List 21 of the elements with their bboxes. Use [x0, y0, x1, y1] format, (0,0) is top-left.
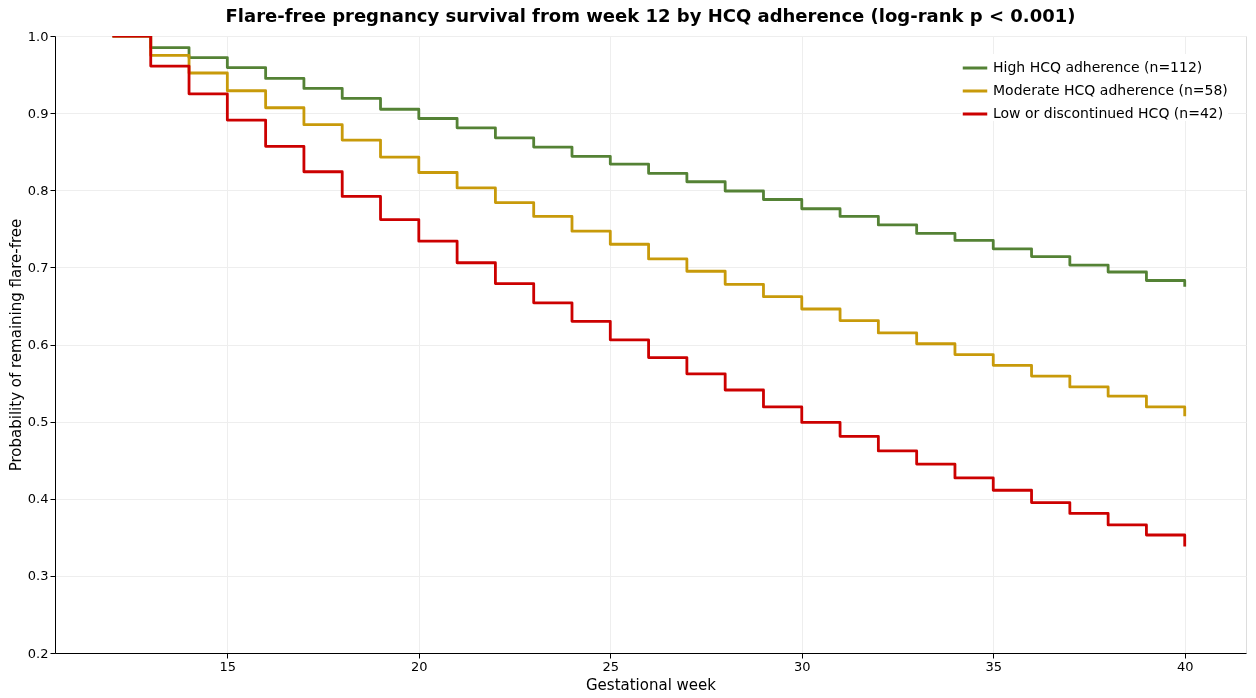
y-tick-label: 0.8 [27, 182, 49, 198]
legend-label: Low or discontinued HCQ (n=42) [993, 105, 1224, 121]
y-tick-label: 1.0 [27, 28, 49, 44]
y-axis-title: Probability of remaining flare-free [6, 218, 25, 472]
x-axis-title: Gestational week [585, 675, 717, 694]
chart-title: Flare-free pregnancy survival from week 12 by HCQ adherence (log-rank p < 0.001) [225, 5, 1076, 26]
y-tick-label: 0.9 [27, 105, 49, 121]
legend-label: High HCQ adherence (n=112) [993, 59, 1203, 75]
x-tick-label: 15 [219, 658, 237, 674]
x-tick-label: 40 [1176, 658, 1194, 674]
x-tick-label: 35 [985, 658, 1003, 674]
y-tick-label: 0.5 [27, 414, 49, 430]
x-tick-label: 20 [411, 658, 428, 674]
x-tick-label: 30 [794, 658, 811, 674]
y-tick-label: 0.7 [27, 259, 49, 275]
y-tick-label: 0.6 [27, 337, 49, 352]
y-tick-label: 0.3 [27, 568, 49, 584]
y-tick-label: 0.2 [27, 645, 49, 661]
legend-label: Moderate HCQ adherence (n=58) [993, 82, 1228, 98]
y-tick-label: 0.4 [27, 491, 49, 507]
x-tick-label: 25 [602, 658, 620, 674]
